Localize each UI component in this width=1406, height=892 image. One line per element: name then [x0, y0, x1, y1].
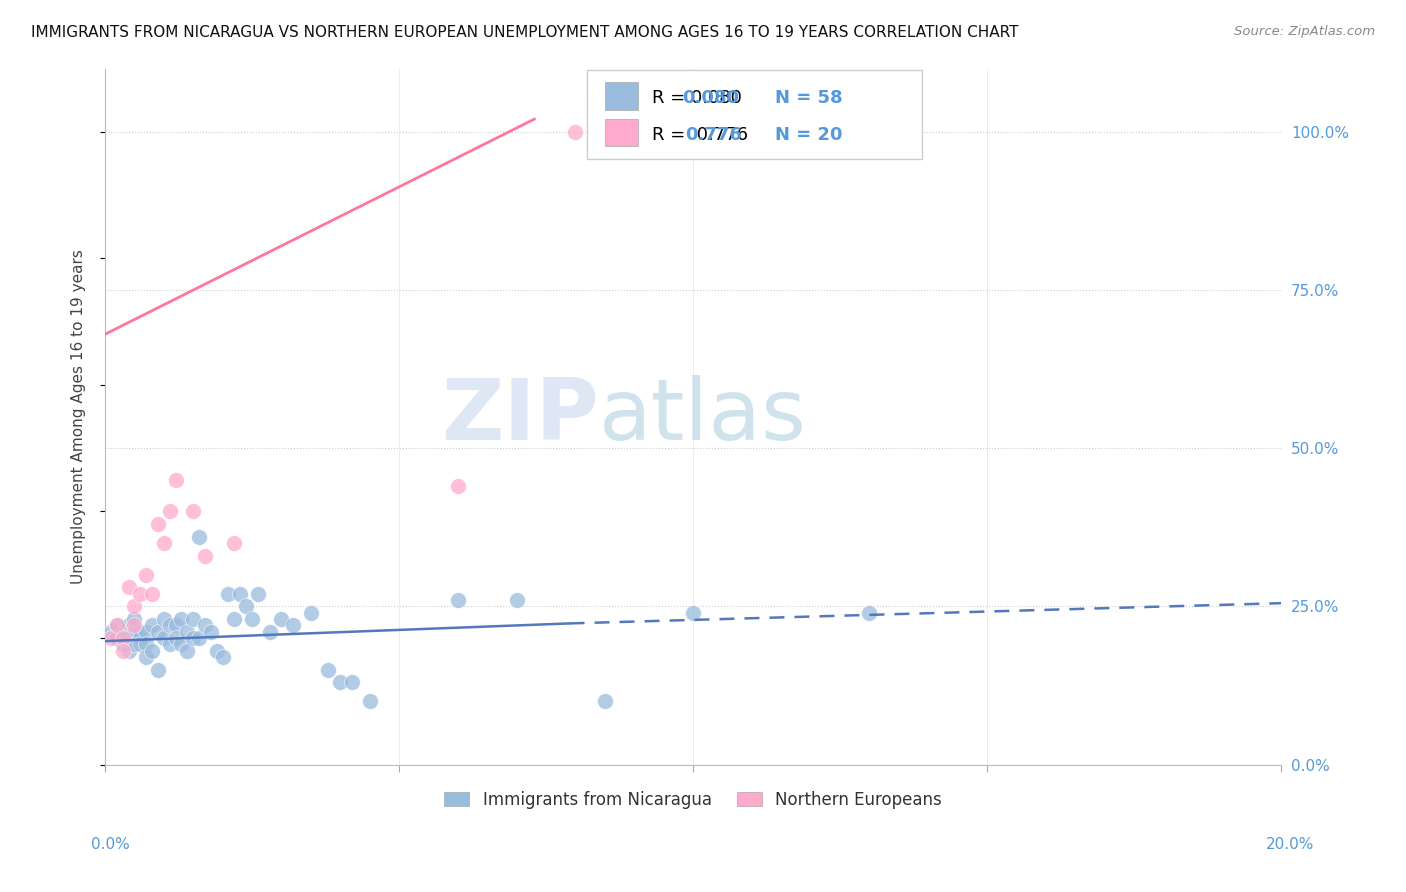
Point	[623, 125, 645, 139]
Point	[181, 612, 204, 626]
Point	[152, 631, 174, 645]
Point	[141, 618, 163, 632]
Point	[111, 637, 134, 651]
Point	[194, 549, 217, 563]
Point	[176, 643, 198, 657]
Point	[152, 536, 174, 550]
Point	[270, 612, 292, 626]
Point	[224, 612, 246, 626]
Legend: Immigrants from Nicaragua, Northern Europeans: Immigrants from Nicaragua, Northern Euro…	[437, 784, 949, 815]
Point	[176, 624, 198, 639]
Point	[129, 631, 152, 645]
Point	[447, 593, 470, 607]
Point	[188, 631, 211, 645]
FancyBboxPatch shape	[588, 70, 922, 159]
Point	[152, 612, 174, 626]
Point	[447, 479, 470, 493]
Point	[129, 637, 152, 651]
Point	[146, 624, 169, 639]
Point	[505, 593, 527, 607]
Point	[564, 125, 586, 139]
Point	[117, 580, 139, 594]
Point	[146, 517, 169, 532]
Text: atlas: atlas	[599, 375, 807, 458]
Point	[235, 599, 257, 614]
FancyBboxPatch shape	[605, 82, 638, 111]
Text: 20.0%: 20.0%	[1267, 838, 1315, 852]
Point	[181, 504, 204, 518]
Point	[135, 624, 157, 639]
Text: IMMIGRANTS FROM NICARAGUA VS NORTHERN EUROPEAN UNEMPLOYMENT AMONG AGES 16 TO 19 : IMMIGRANTS FROM NICARAGUA VS NORTHERN EU…	[31, 25, 1018, 40]
Y-axis label: Unemployment Among Ages 16 to 19 years: Unemployment Among Ages 16 to 19 years	[72, 249, 86, 584]
Point	[858, 606, 880, 620]
Point	[135, 567, 157, 582]
Point	[240, 612, 263, 626]
Point	[259, 624, 281, 639]
Point	[318, 663, 340, 677]
Text: Source: ZipAtlas.com: Source: ZipAtlas.com	[1234, 25, 1375, 38]
Point	[159, 637, 181, 651]
Point	[111, 631, 134, 645]
Point	[593, 694, 616, 708]
Point	[124, 599, 146, 614]
FancyBboxPatch shape	[605, 119, 638, 146]
Point	[124, 618, 146, 632]
Point	[105, 618, 128, 632]
Point	[159, 618, 181, 632]
Text: R =  0.776: R = 0.776	[652, 126, 748, 144]
Point	[111, 631, 134, 645]
Point	[129, 587, 152, 601]
Point	[111, 643, 134, 657]
Point	[159, 504, 181, 518]
Point	[135, 637, 157, 651]
Point	[218, 587, 240, 601]
Point	[181, 631, 204, 645]
Point	[299, 606, 322, 620]
Text: 0.776: 0.776	[685, 126, 742, 144]
Point	[246, 587, 269, 601]
Point	[170, 637, 193, 651]
Point	[283, 618, 305, 632]
Point	[229, 587, 252, 601]
Text: ZIP: ZIP	[441, 375, 599, 458]
Text: N = 20: N = 20	[775, 126, 842, 144]
Point	[165, 473, 187, 487]
Point	[200, 624, 222, 639]
Point	[224, 536, 246, 550]
Point	[100, 631, 122, 645]
Point	[100, 624, 122, 639]
Point	[117, 643, 139, 657]
Point	[146, 663, 169, 677]
Text: N = 58: N = 58	[775, 89, 844, 107]
Point	[359, 694, 381, 708]
Point	[188, 530, 211, 544]
Point	[170, 612, 193, 626]
Point	[194, 618, 217, 632]
Point	[141, 643, 163, 657]
Point	[682, 606, 704, 620]
Point	[129, 624, 152, 639]
Point	[135, 649, 157, 664]
Point	[124, 612, 146, 626]
Point	[124, 637, 146, 651]
Point	[165, 631, 187, 645]
Point	[105, 631, 128, 645]
Point	[205, 643, 228, 657]
Point	[329, 675, 352, 690]
Point	[165, 618, 187, 632]
Text: 0.0%: 0.0%	[91, 838, 131, 852]
Point	[117, 618, 139, 632]
Point	[105, 618, 128, 632]
Text: 0.080: 0.080	[682, 89, 740, 107]
Point	[340, 675, 363, 690]
Point	[124, 624, 146, 639]
Point	[141, 587, 163, 601]
Text: R = 0.080: R = 0.080	[652, 89, 742, 107]
Point	[117, 631, 139, 645]
Point	[211, 649, 233, 664]
